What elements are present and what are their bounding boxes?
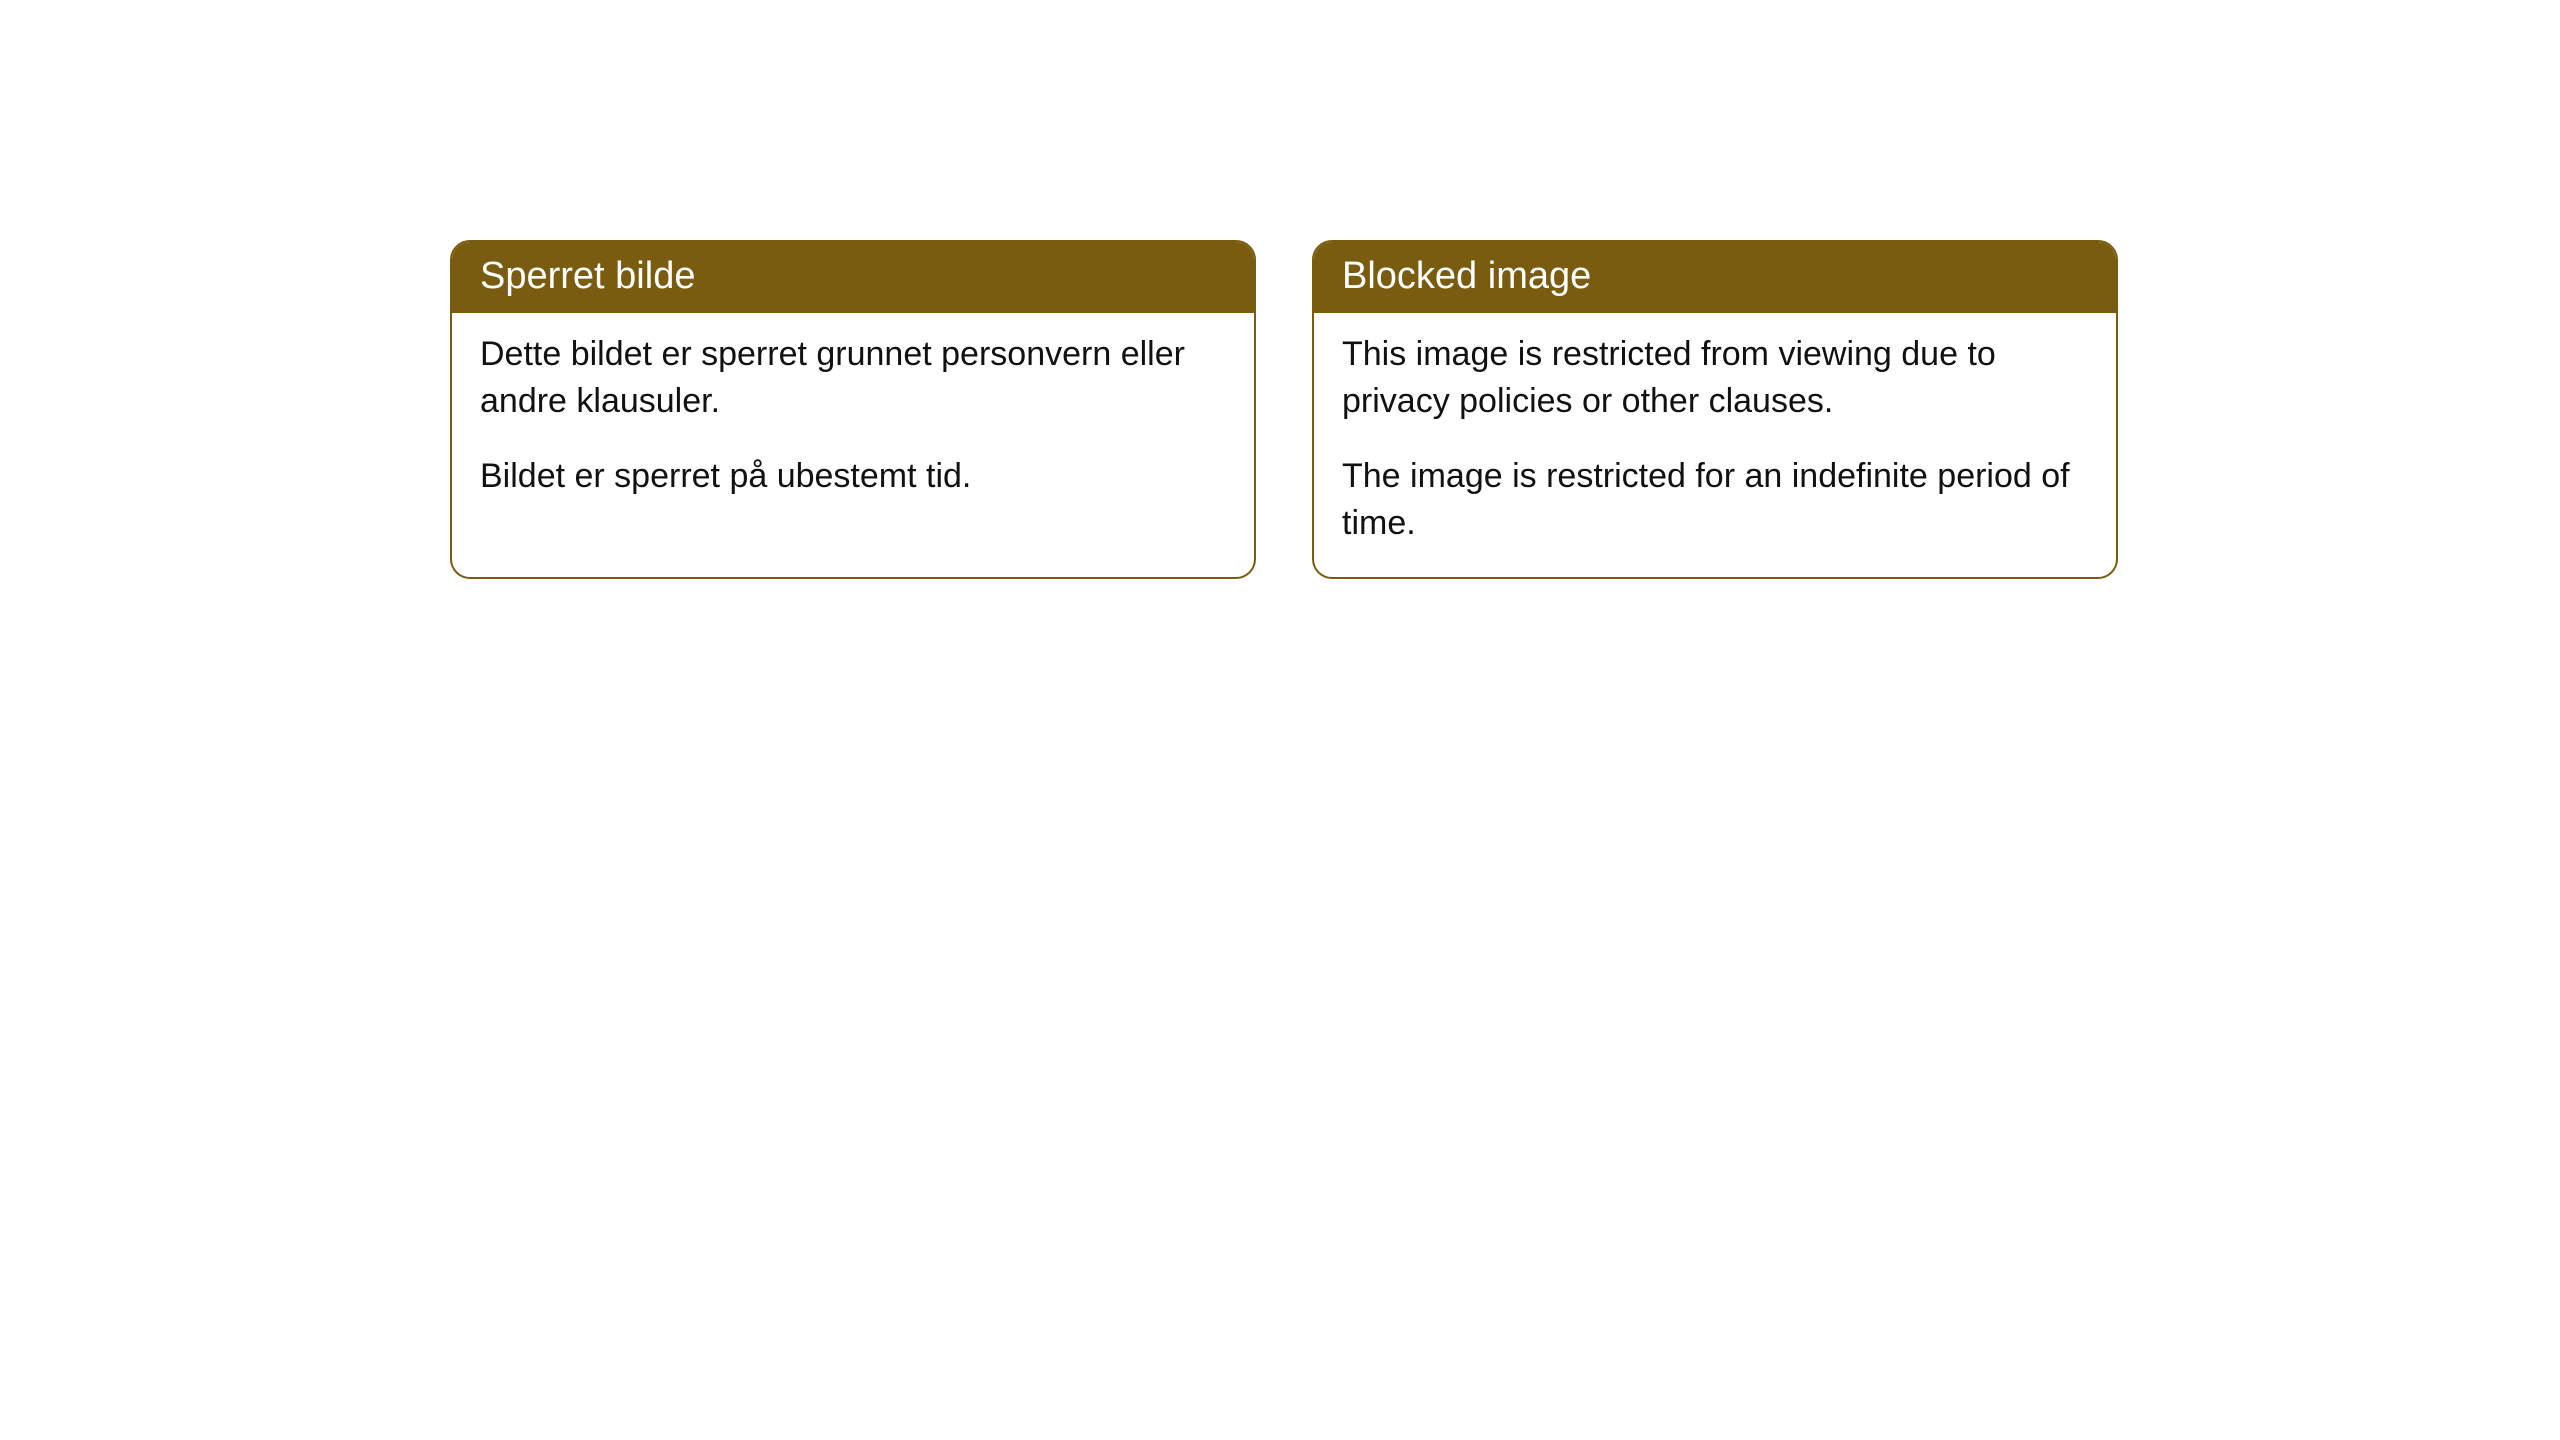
card-body-en: This image is restricted from viewing du…: [1314, 313, 2116, 577]
blocked-image-card-no: Sperret bilde Dette bildet er sperret gr…: [450, 240, 1256, 579]
card-body-no: Dette bildet er sperret grunnet personve…: [452, 313, 1254, 530]
cards-container: Sperret bilde Dette bildet er sperret gr…: [450, 240, 2560, 579]
card-text-no-2: Bildet er sperret på ubestemt tid.: [480, 453, 1226, 500]
card-text-no-1: Dette bildet er sperret grunnet personve…: [480, 331, 1226, 425]
card-header-no: Sperret bilde: [452, 242, 1254, 313]
blocked-image-card-en: Blocked image This image is restricted f…: [1312, 240, 2118, 579]
card-text-en-2: The image is restricted for an indefinit…: [1342, 453, 2088, 547]
card-text-en-1: This image is restricted from viewing du…: [1342, 331, 2088, 425]
card-header-en: Blocked image: [1314, 242, 2116, 313]
